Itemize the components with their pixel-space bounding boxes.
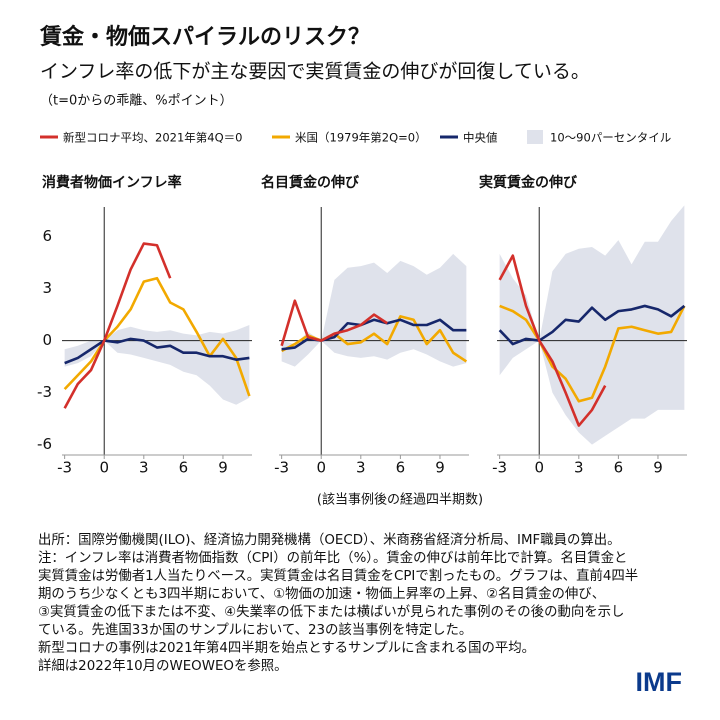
x-tick-label: 9 xyxy=(218,459,228,477)
x-tick-label: 6 xyxy=(396,459,406,477)
panel-title: 消費者物価インフレ率 xyxy=(42,174,182,191)
x-tick-label: -3 xyxy=(274,459,289,477)
legend-label: 10～90パーセンタイル xyxy=(550,131,671,145)
y-tick-label: 6 xyxy=(42,227,52,245)
note-line: 実質賃金は労働者1人当たりベース。実質賃金は名目賃金をCPIで割ったもの。グラフ… xyxy=(38,567,638,584)
note-line: ③実質賃金の低下または不変、④失業率の低下または横ばいが見られた事例のその後の動… xyxy=(38,603,624,620)
series-line xyxy=(63,276,251,397)
percentile-band xyxy=(499,205,685,445)
series-line xyxy=(498,304,686,346)
percentile-band xyxy=(281,253,467,367)
note-line: 詳細は2022年10月のWEOWEOを参照。 xyxy=(38,657,288,674)
x-tick-label: 6 xyxy=(614,459,624,477)
x-tick-label: 6 xyxy=(179,459,189,477)
x-tick-label: 3 xyxy=(356,459,366,477)
x-tick-label: -3 xyxy=(492,459,507,477)
note-line: 期のうち少なくとも3四半期において、①物価の加速・物価上昇率の上昇、②名目賃金の… xyxy=(38,585,605,602)
x-tick-label: 0 xyxy=(316,459,326,477)
x-tick-label: 3 xyxy=(574,459,584,477)
legend-swatch xyxy=(527,130,543,144)
x-tick-label: 0 xyxy=(99,459,109,477)
series-line xyxy=(499,304,686,403)
series-line xyxy=(63,242,172,409)
note-line: 注：インフレ率は消費者物価指数（CPI）の前年比（%）。賃金の伸びは前年比で計算… xyxy=(38,549,627,566)
x-tick-label: 9 xyxy=(653,459,663,477)
series-line xyxy=(498,254,607,427)
subtitle: インフレ率の低下が主な要因で実質賃金の伸びが回復している。 xyxy=(40,61,590,83)
x-axis-label: (該当事例後の経過四半期数) xyxy=(317,492,483,508)
x-tick-label: 0 xyxy=(534,459,544,477)
x-tick-label: 3 xyxy=(139,459,149,477)
legend-label: 中央値 xyxy=(463,131,498,145)
series-line xyxy=(280,299,388,347)
series-line xyxy=(64,337,250,365)
panel-title: 名目賃金の伸び xyxy=(261,174,360,191)
panel-title: 実質賃金の伸び xyxy=(479,174,578,191)
y-tick-label: 3 xyxy=(42,279,52,297)
note-line: 出所：国際労働機関(ILO)、経済協力開発機構（OECD）、米商務省経済分析局、… xyxy=(38,532,621,548)
legend-label: 新型コロナ平均、2021年第4Q＝0 xyxy=(63,131,242,145)
note-line: 新型コロナの事例は2021年第4四半期を始点とするサンプルに含まれる国の平均。 xyxy=(38,639,535,656)
x-tick-label: -3 xyxy=(57,459,72,477)
title: 賃金・物価スパイラルのリスク？ xyxy=(39,24,370,50)
y-tick-label: -3 xyxy=(37,383,52,401)
legend-label: 米国（1979年第2Q=0） xyxy=(295,131,427,145)
y-tick-label: -6 xyxy=(37,435,52,453)
note-line: ている。先進国33か国のサンプルにおいて、23の該当事例を特定した。 xyxy=(38,622,472,638)
x-tick-label: 9 xyxy=(435,459,445,477)
unit-note: （t=0からの乖離、%ポイント） xyxy=(40,94,233,109)
logo: IMF xyxy=(636,667,683,697)
y-tick-label: 0 xyxy=(42,331,52,349)
